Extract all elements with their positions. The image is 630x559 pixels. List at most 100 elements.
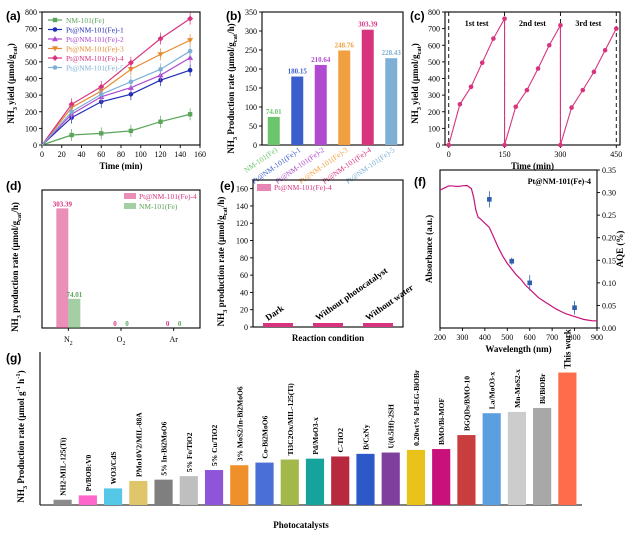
- bar-label: WO3/CdS: [109, 451, 118, 484]
- data-point: [98, 83, 105, 90]
- x-tick-label: 500: [501, 333, 513, 342]
- bar: [53, 499, 72, 505]
- series-line: [448, 16, 617, 146]
- data-point: [187, 38, 194, 44]
- y-tick-label: 0: [253, 141, 257, 150]
- bar-label: NH2-MIL-125(Ti): [59, 437, 68, 496]
- bar: [129, 480, 148, 505]
- panel-c: 0 100 200 300 400 500 600 700 800 0 150 300 450 Time …: [410, 8, 622, 171]
- bar-label: Bi/BiOBr: [538, 373, 547, 404]
- bar: [255, 462, 274, 505]
- aqe-point: [509, 258, 515, 264]
- legend-label: Pt@NM-101(Fe)-1: [66, 26, 124, 35]
- bar: [331, 456, 350, 505]
- y2-tick-label: 0.25: [602, 211, 616, 220]
- legend-label: NM-101(Fe): [66, 16, 105, 25]
- series-line: [41, 113, 191, 146]
- series-line: [41, 69, 191, 146]
- panel-label: (a): [6, 9, 21, 23]
- bar: [267, 116, 280, 145]
- x-tick-label: 700: [546, 333, 558, 342]
- bar: [68, 298, 81, 328]
- y-axis-label: NH3 yield (μmol/gcat): [6, 43, 19, 124]
- data-point: [128, 91, 134, 97]
- x-tick-label: 100: [135, 150, 147, 159]
- data-label: 74.01: [266, 108, 282, 116]
- bar: [338, 50, 351, 145]
- data-point: [602, 47, 608, 53]
- x-tick-label: 140: [174, 150, 186, 159]
- series-line: [41, 18, 191, 146]
- legend-label: Pt@NM-101(Fe)-4: [274, 183, 332, 192]
- bar: [507, 411, 526, 505]
- y-tick-label: 200: [245, 65, 257, 74]
- bar-label: U(0.5Hf)-2SH: [387, 404, 396, 449]
- data-point: [187, 15, 194, 22]
- x-tick-label: 0: [447, 150, 451, 159]
- y-tick-label: 600: [25, 41, 37, 50]
- bar: [356, 453, 375, 505]
- data-label: 248.76: [335, 41, 355, 49]
- bar: [280, 459, 299, 505]
- panel-e: 0 20 40 60 80 100 120 140 160 Reaction condition N…: [216, 179, 415, 343]
- axes-frame: [439, 169, 598, 329]
- data-point: [468, 84, 474, 90]
- data-label: 74.01: [66, 291, 82, 299]
- y2-tick-label: 0.05: [602, 301, 616, 310]
- y-tick-label: 0: [244, 323, 248, 332]
- bar: [363, 323, 393, 327]
- y-tick-label: 160: [236, 185, 248, 194]
- bar-label: La/MoO3-x: [488, 371, 497, 409]
- panel-a: 0 100 200 300 400 500 600 700 800 0 20 40 60 80 100 120…: [6, 8, 206, 171]
- series-annotation: Pt@NM-101(Fe)-4: [528, 177, 591, 186]
- data-point: [580, 87, 586, 93]
- panel-label: (f): [414, 175, 426, 189]
- data-point: [158, 119, 163, 124]
- data-point: [158, 67, 163, 72]
- data-label: 303.39: [53, 200, 73, 208]
- bar: [305, 458, 325, 505]
- x-tick-label: 120: [155, 150, 167, 159]
- data-point: [187, 112, 193, 117]
- y2-tick-label: 0.35: [602, 166, 616, 175]
- panel-b: 0 50 100 150 200 250 300 350 NH3 Production rate…: [226, 8, 404, 186]
- y-tick-label: 100: [245, 103, 257, 112]
- bar: [381, 452, 400, 505]
- x-tick-label: 400: [479, 333, 491, 342]
- legend-swatch: [257, 184, 271, 191]
- series-line: [41, 50, 191, 146]
- y-tick-label: 100: [236, 237, 248, 246]
- bar: [533, 407, 552, 505]
- data-label: 0: [113, 320, 117, 328]
- category-label: Dark: [263, 303, 285, 323]
- data-point: [98, 91, 104, 97]
- y-axis-label: NH3 production rate (μmol/gcat/h): [10, 202, 23, 332]
- x-tick-label: Ar: [169, 335, 178, 344]
- data-point: [187, 67, 193, 73]
- data-point: [479, 60, 485, 66]
- legend-label: Pt@NM-101(Fe)-4: [66, 54, 124, 63]
- y-tick-label: 100: [428, 124, 440, 133]
- aqe-point: [487, 197, 492, 202]
- bar: [291, 76, 304, 145]
- data-point: [68, 101, 75, 108]
- y-tick-label: 0: [33, 141, 37, 150]
- bar-label: Pd/MoO3-x: [311, 417, 320, 455]
- y-axis-label: Absorbance (a.u.): [424, 215, 434, 283]
- y-axis-label: NH3 production rate (μmol/gcat/h): [216, 197, 229, 327]
- x-tick-label: 300: [554, 150, 566, 159]
- data-point: [502, 142, 507, 148]
- legend-marker: [52, 65, 58, 70]
- bar: [432, 449, 451, 505]
- y-axis-label: NH3 Production rate (μmol g-1 h-1): [15, 370, 29, 502]
- y-tick-label: 140: [236, 202, 248, 211]
- panel-g: NH3 Production rate (μmol g-1 h-1) Photoc…: [6, 329, 582, 530]
- y2-tick-label: 0.10: [602, 279, 616, 288]
- y-tick-label: 100: [25, 124, 37, 133]
- x-axis-label: Reaction condition: [292, 333, 364, 343]
- bar: [457, 435, 476, 505]
- y-tick-label: 20: [240, 306, 248, 315]
- data-point: [613, 26, 619, 31]
